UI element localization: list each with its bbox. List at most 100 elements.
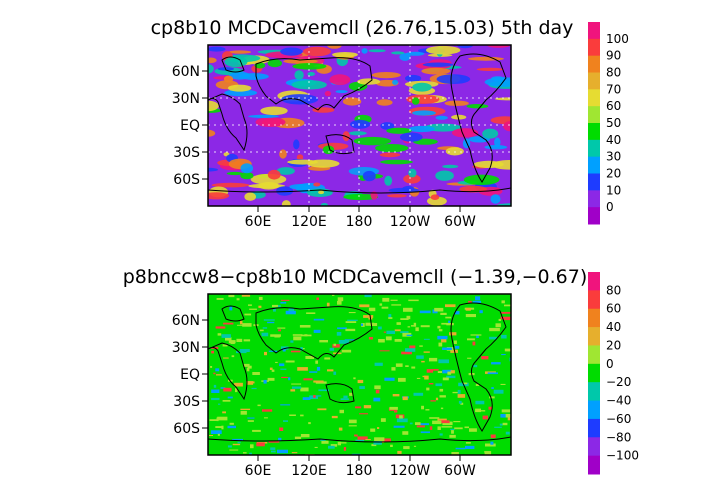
field-cell <box>409 345 416 349</box>
field-cell <box>271 450 276 453</box>
field-cell <box>248 304 252 306</box>
colorbar-label: −100 <box>606 449 639 463</box>
field-cell <box>251 387 257 390</box>
field-blob <box>476 67 504 71</box>
field-cell <box>344 339 355 341</box>
field-cell <box>505 431 510 435</box>
field-blob <box>281 94 319 105</box>
field-blob <box>399 132 423 142</box>
field-cell <box>321 440 329 444</box>
field-cell <box>216 374 222 376</box>
field-cell <box>407 326 411 328</box>
field-blob <box>375 144 409 153</box>
field-blob <box>208 129 216 137</box>
field-blob <box>224 89 258 97</box>
field-cell <box>280 301 287 304</box>
field-cell <box>386 330 396 334</box>
field-cell <box>223 387 232 392</box>
panel-1: cp8b10 MCDCavemcll (26.76,15.03) 5th day <box>151 17 629 230</box>
field-cell <box>421 405 424 410</box>
field-blob <box>279 149 287 159</box>
field-blob <box>293 139 300 150</box>
field-cell <box>402 396 408 401</box>
panel-1-lon-ticks: 60E 120E 180 120W 60W <box>245 206 476 230</box>
field-cell <box>406 315 411 320</box>
field-blob <box>467 56 505 61</box>
field-blob <box>405 74 422 82</box>
field-blob <box>386 127 412 134</box>
colorbar-swatch <box>588 272 600 291</box>
colorbar-swatch <box>588 290 600 310</box>
field-cell <box>221 425 224 430</box>
field-cell <box>475 408 481 413</box>
field-cell <box>490 434 496 439</box>
field-blob <box>457 45 473 49</box>
field-cell <box>343 447 347 451</box>
colorbar-swatch <box>588 123 600 141</box>
colorbar-swatch <box>588 22 600 40</box>
field-cell <box>227 396 233 399</box>
field-cell <box>332 344 340 348</box>
field-cell <box>500 383 506 385</box>
field-cell <box>333 343 336 346</box>
panel-2-lon-tick-label: 180 <box>346 463 373 479</box>
field-cell <box>277 327 286 329</box>
field-cell <box>396 322 401 325</box>
field-cell <box>437 418 447 422</box>
field-cell <box>246 367 250 372</box>
field-cell <box>476 335 479 338</box>
field-blob <box>327 45 342 49</box>
field-cell <box>333 371 337 375</box>
field-cell <box>426 387 430 391</box>
field-blob <box>444 100 469 107</box>
field-cell <box>448 320 451 324</box>
field-cell <box>470 334 482 336</box>
field-cell <box>433 369 439 371</box>
field-blob <box>384 175 393 186</box>
field-cell <box>347 319 358 321</box>
field-cell <box>435 397 439 401</box>
field-cell <box>280 368 287 370</box>
field-cell <box>340 398 349 400</box>
field-cell <box>420 325 430 328</box>
field-cell <box>428 383 434 385</box>
field-cell <box>288 377 291 381</box>
field-cell <box>341 349 352 353</box>
field-cell <box>432 420 442 425</box>
field-cell <box>267 377 275 381</box>
panel-1-lon-tick-label: 60E <box>245 214 272 230</box>
field-cell <box>464 426 469 429</box>
field-cell <box>488 406 493 410</box>
field-cell <box>354 434 358 437</box>
field-cell <box>411 366 416 369</box>
field-cell <box>229 306 233 311</box>
field-cell <box>345 321 357 323</box>
field-cell <box>300 434 310 438</box>
field-cell <box>271 369 275 372</box>
field-blob <box>296 154 304 161</box>
field-cell <box>438 329 443 332</box>
field-cell <box>392 394 400 397</box>
colorbar-label: −20 <box>606 375 631 389</box>
field-blob <box>494 137 501 148</box>
field-cell <box>425 409 430 411</box>
field-cell <box>216 298 224 300</box>
field-cell <box>465 307 471 311</box>
field-cell <box>437 335 448 340</box>
field-cell <box>373 441 382 445</box>
field-cell <box>446 323 454 326</box>
field-blob <box>332 52 358 58</box>
field-cell <box>227 445 232 448</box>
field-cell <box>364 294 372 298</box>
field-cell <box>263 319 275 321</box>
field-cell <box>270 447 276 451</box>
field-cell <box>406 334 413 337</box>
field-cell <box>211 397 220 401</box>
colorbar-label: 100 <box>606 32 629 46</box>
panel-2-lat-tick-label: 30N <box>172 340 200 356</box>
field-cell <box>308 422 311 425</box>
field-blob <box>248 114 279 118</box>
field-cell <box>457 389 461 394</box>
field-cell <box>215 426 223 428</box>
colorbar-label: 0 <box>606 357 614 371</box>
